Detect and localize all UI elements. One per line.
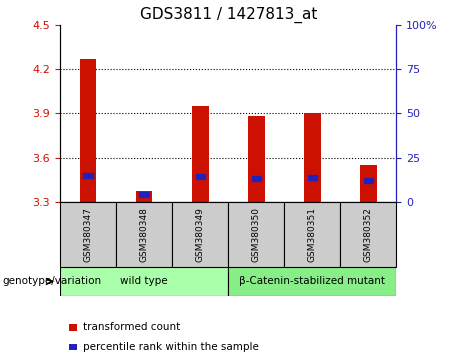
Bar [116, 202, 172, 267]
Bar [248, 116, 265, 202]
Text: GSM380350: GSM380350 [252, 207, 261, 262]
Bar [195, 173, 205, 178]
Bar [60, 267, 228, 296]
Text: GSM380348: GSM380348 [140, 207, 148, 262]
Text: wild type: wild type [120, 276, 168, 286]
Text: GSM380352: GSM380352 [364, 207, 373, 262]
Bar [364, 178, 373, 183]
Bar [60, 202, 116, 267]
Bar [192, 106, 208, 202]
Title: GDS3811 / 1427813_at: GDS3811 / 1427813_at [140, 7, 317, 23]
Bar [252, 176, 261, 181]
Text: genotype/variation: genotype/variation [2, 276, 101, 286]
Bar [304, 113, 321, 202]
Bar [228, 267, 396, 296]
Bar [139, 192, 149, 197]
Bar [83, 173, 93, 178]
Bar [136, 192, 153, 202]
Bar [69, 324, 77, 331]
Bar [69, 344, 77, 350]
Bar [360, 165, 377, 202]
Bar [340, 202, 396, 267]
Bar [307, 176, 317, 181]
Text: transformed count: transformed count [83, 322, 180, 332]
Text: GSM380349: GSM380349 [195, 207, 205, 262]
Bar [228, 202, 284, 267]
Text: GSM380347: GSM380347 [83, 207, 93, 262]
Text: percentile rank within the sample: percentile rank within the sample [83, 342, 259, 352]
Bar [284, 202, 340, 267]
Bar [80, 59, 96, 202]
Bar [172, 202, 228, 267]
Text: β-Catenin-stabilized mutant: β-Catenin-stabilized mutant [239, 276, 385, 286]
Text: GSM380351: GSM380351 [308, 207, 317, 262]
